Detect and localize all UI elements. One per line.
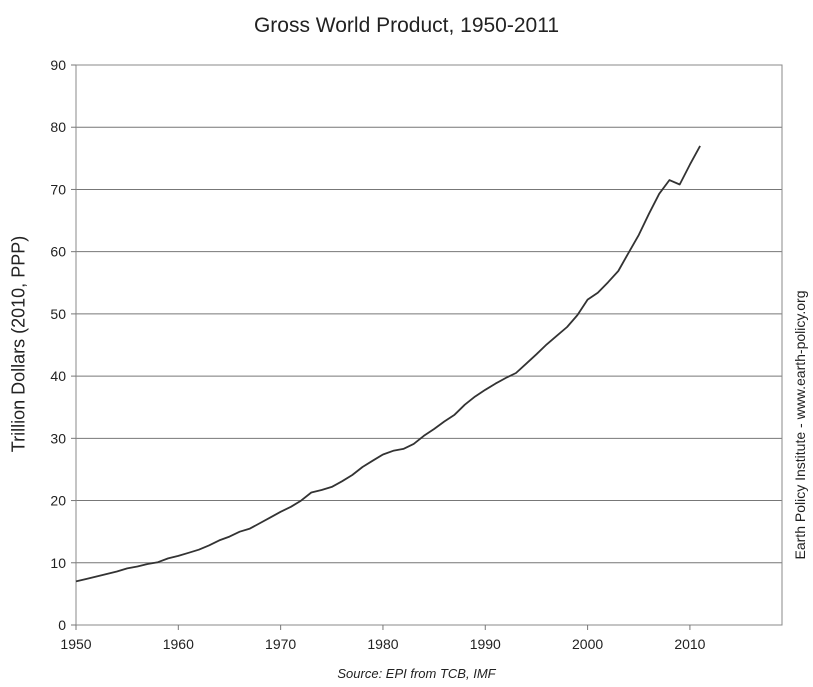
x-tick-label: 1980	[367, 636, 398, 652]
x-tick-label: 1960	[163, 636, 194, 652]
y-tick-label: 80	[50, 119, 66, 135]
x-tick-label: 2000	[572, 636, 603, 652]
y-tick-label: 50	[50, 306, 66, 322]
gridlines	[76, 126, 782, 564]
chart-title: Gross World Product, 1950-2011	[253, 14, 560, 37]
y-tick-label: 90	[50, 57, 66, 73]
series-layer	[75, 145, 701, 583]
y-tick-label: 40	[50, 368, 66, 384]
series-line-0	[75, 145, 701, 583]
y-tick-label: 70	[50, 181, 66, 197]
y-tick-label: 10	[50, 555, 66, 571]
x-tick-label: 2010	[674, 636, 705, 652]
x-tick-label: 1990	[470, 636, 501, 652]
y-tick-label: 30	[50, 430, 66, 446]
y-axis-ticks: 0 10 20 30 40 50 60 70 80 90	[50, 57, 76, 633]
x-axis-ticks: 1950 1960 1970 1980 1990 2000 2010	[60, 625, 706, 652]
y-tick-label: 0	[58, 617, 66, 633]
y-tick-label: 20	[50, 493, 66, 509]
x-tick-label: 1950	[60, 636, 91, 652]
x-tick-label: 1970	[265, 636, 296, 652]
y-tick-label: 60	[50, 244, 66, 260]
plot-area-frame	[75, 64, 783, 626]
source-note: Source: EPI from TCB, IMF	[337, 666, 496, 681]
